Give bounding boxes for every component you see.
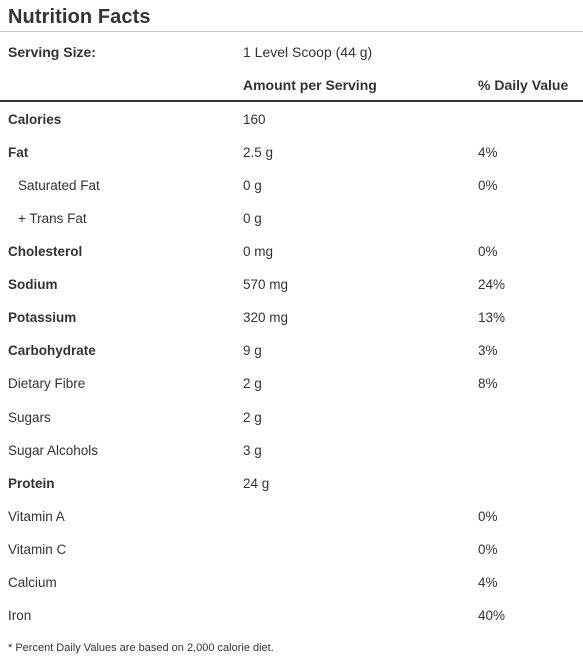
nutrient-name: Protein <box>8 476 55 491</box>
nutrient-name: Iron <box>8 608 32 623</box>
nutrient-row-calories: Calories 160 <box>0 103 583 136</box>
nutrient-daily-value: 0% <box>478 244 498 259</box>
nutrient-name: Cholesterol <box>8 244 83 259</box>
nutrient-daily-value: 0% <box>478 542 498 557</box>
page-title: Nutrition Facts <box>8 6 151 28</box>
nutrient-daily-value: 4% <box>478 575 498 590</box>
nutrient-amount: 320 mg <box>243 310 289 325</box>
nutrient-name: Dietary Fibre <box>8 376 86 391</box>
nutrient-name: Vitamin A <box>8 509 65 524</box>
nutrient-amount: 2 g <box>243 376 262 391</box>
nutrient-row-fat: Fat 2.5 g 4% <box>0 136 583 169</box>
nutrient-row-sodium: Sodium 570 mg 24% <box>0 268 583 301</box>
nutrient-daily-value: 3% <box>478 343 498 358</box>
nutrient-row-saturated-fat: Saturated Fat 0 g 0% <box>0 169 583 202</box>
nutrient-daily-value: 8% <box>478 376 498 391</box>
nutrient-name: Sodium <box>8 277 58 292</box>
nutrient-amount: 3 g <box>243 443 262 458</box>
nutrient-daily-value: 4% <box>478 145 498 160</box>
nutrient-row-iron: Iron 40% <box>0 599 583 632</box>
nutrient-name: + Trans Fat <box>18 211 87 226</box>
nutrient-name: Fat <box>8 145 29 160</box>
nutrient-row-trans-fat: + Trans Fat 0 g <box>0 202 583 235</box>
nutrient-name: Vitamin C <box>8 542 67 557</box>
nutrient-amount: 570 mg <box>243 277 289 292</box>
nutrient-name: Carbohydrate <box>8 343 96 358</box>
nutrient-daily-value: 0% <box>478 178 498 193</box>
nutrient-row-protein: Protein 24 g <box>0 467 583 500</box>
nutrient-row-cholesterol: Cholesterol 0 mg 0% <box>0 235 583 268</box>
nutrient-row-potassium: Potassium 320 mg 13% <box>0 301 583 334</box>
nutrient-row-sugars: Sugars 2 g <box>0 401 583 434</box>
nutrient-name: Calcium <box>8 575 57 590</box>
nutrient-amount: 0 mg <box>243 244 274 259</box>
nutrient-row-vitamin-a: Vitamin A 0% <box>0 500 583 533</box>
nutrient-amount: 0 g <box>243 178 262 193</box>
nutrient-row-calcium: Calcium 4% <box>0 566 583 599</box>
nutrient-amount: 2 g <box>243 410 262 425</box>
nutrient-row-vitamin-c: Vitamin C 0% <box>0 533 583 566</box>
serving-size-value: 1 Level Scoop (44 g) <box>243 44 373 60</box>
daily-value-header: % Daily Value <box>478 77 569 93</box>
nutrient-amount: 160 <box>243 112 266 127</box>
nutrient-name: Sugars <box>8 410 51 425</box>
footnote: * Percent Daily Values are based on 2,00… <box>8 642 274 654</box>
nutrient-daily-value: 13% <box>478 310 506 325</box>
nutrient-row-carbohydrate: Carbohydrate 9 g 3% <box>0 334 583 367</box>
nutrient-amount: 9 g <box>243 343 262 358</box>
nutrient-name: Sugar Alcohols <box>8 443 99 458</box>
nutrient-row-sugar-alcohols: Sugar Alcohols 3 g <box>0 434 583 467</box>
amount-per-serving-header: Amount per Serving <box>243 77 377 93</box>
table-header: Amount per Serving % Daily Value <box>0 68 583 102</box>
nutrient-daily-value: 0% <box>478 509 498 524</box>
title-bar: Nutrition Facts <box>0 0 583 32</box>
nutrient-name: Potassium <box>8 310 77 325</box>
nutrient-amount: 2.5 g <box>243 145 274 160</box>
nutrient-name: Calories <box>8 112 62 127</box>
serving-size-label: Serving Size: <box>8 44 96 60</box>
nutrient-daily-value: 24% <box>478 277 506 292</box>
nutrient-amount: 24 g <box>243 476 270 491</box>
serving-size-row: Serving Size: 1 Level Scoop (44 g) <box>0 36 583 68</box>
nutrient-name: Saturated Fat <box>18 178 100 193</box>
nutrient-daily-value: 40% <box>478 608 506 623</box>
nutrient-amount: 0 g <box>243 211 262 226</box>
nutrient-row-dietary-fibre: Dietary Fibre 2 g 8% <box>0 367 583 400</box>
